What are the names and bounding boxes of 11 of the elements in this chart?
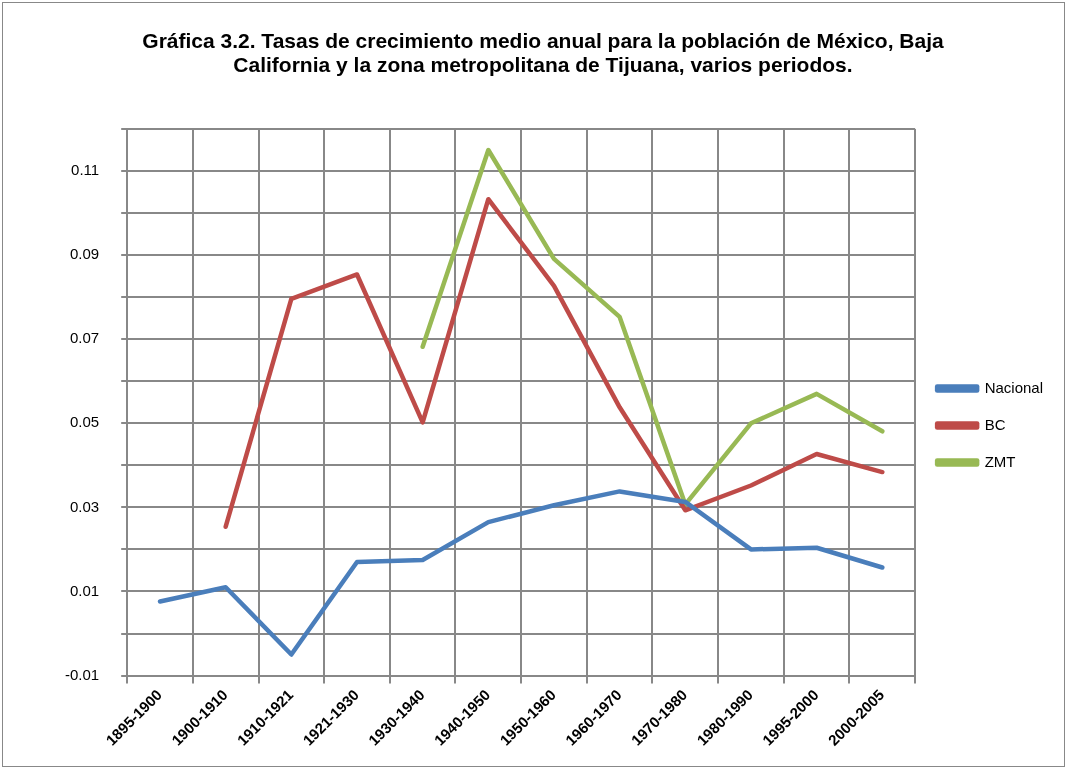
legend-label: ZMT bbox=[984, 452, 1016, 470]
y-tick-label: 0.05 bbox=[69, 413, 100, 431]
y-tick-label: -0.01 bbox=[64, 665, 100, 683]
y-tick-label: 0.07 bbox=[69, 329, 100, 347]
legend-label: BC bbox=[984, 415, 1006, 433]
y-tick-label: 0.03 bbox=[69, 497, 100, 515]
y-tick-label: 0.01 bbox=[69, 581, 100, 599]
y-tick-label: 0.09 bbox=[69, 245, 100, 263]
chart-title: Gráfica 3.2. Tasas de crecimiento medio anual para la población de México, Baja California y la zona metropolitana de Tijuana, varios periodos. bbox=[141, 29, 945, 77]
legend-label: Nacional bbox=[984, 378, 1044, 396]
y-tick-label: 0.11 bbox=[71, 161, 100, 179]
